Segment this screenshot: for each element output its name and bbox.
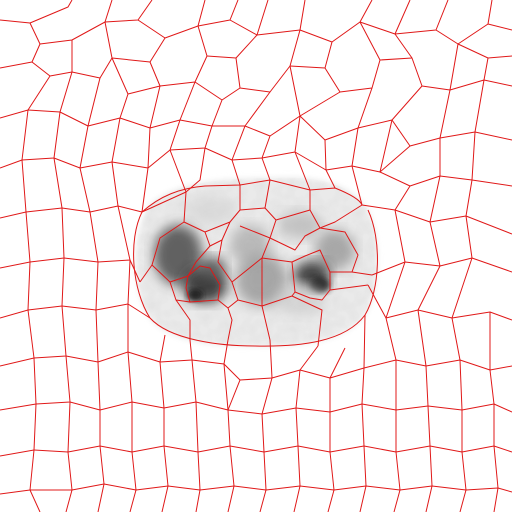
segmentation-overlay [0,0,512,512]
segmented-scan-image [0,0,512,512]
